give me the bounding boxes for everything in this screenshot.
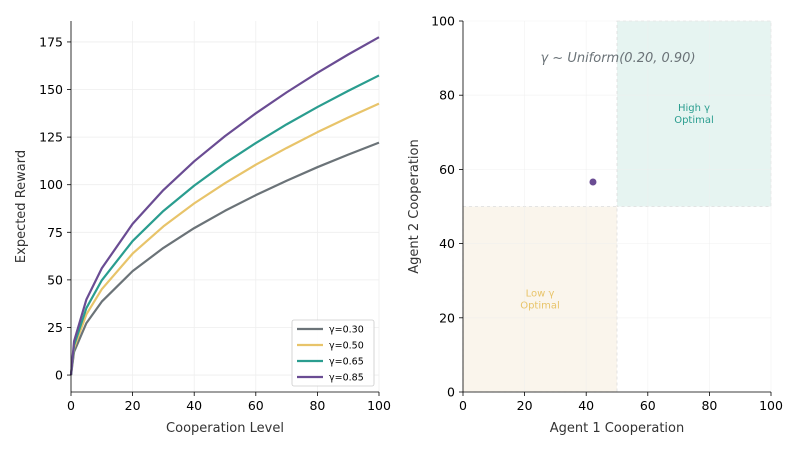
- cooperation-chart-y-label: Agent 2 Cooperation: [407, 139, 422, 273]
- reward-chart-legend: γ=0.30 γ=0.50 γ=0.65 γ=0.85: [291, 319, 375, 387]
- cooperation-chart-y-ticks: 0 20 40 60 80 100: [431, 14, 463, 400]
- legend-label: γ=0.65: [329, 357, 364, 368]
- y-tick-label: 100: [431, 14, 455, 29]
- x-tick-label: 60: [640, 398, 656, 413]
- region-rect: [616, 20, 772, 207]
- reward-chart-series: [69, 36, 380, 376]
- x-tick-label: 60: [248, 398, 264, 413]
- x-tick-label: 0: [459, 398, 467, 413]
- x-tick-label: 20: [517, 398, 533, 413]
- region-label: Low γ: [526, 288, 555, 299]
- region-rect: [462, 206, 618, 393]
- series-line: [69, 141, 380, 376]
- cooperation-chart-x-ticks: 0 20 40 60 80 100: [459, 392, 783, 413]
- y-tick-label: 60: [439, 162, 455, 177]
- series-line: [69, 74, 380, 376]
- y-tick-label: 50: [47, 272, 63, 287]
- region-label: High γ: [678, 103, 710, 114]
- y-tick-label: 20: [439, 310, 455, 325]
- x-tick-label: 40: [186, 398, 202, 413]
- x-tick-label: 0: [67, 398, 75, 413]
- x-tick-label: 100: [367, 398, 391, 413]
- reward-chart-x-label: Cooperation Level: [166, 421, 284, 436]
- reward-chart-x-ticks: 0 20 40 60 80 100: [67, 392, 391, 413]
- legend-label: γ=0.30: [329, 325, 364, 336]
- region-label: Optimal: [674, 115, 714, 126]
- reward-chart-grid: [70, 21, 380, 392]
- y-tick-label: 150: [39, 82, 63, 97]
- y-tick-label: 0: [55, 368, 63, 383]
- x-tick-label: 80: [701, 398, 717, 413]
- x-tick-label: 20: [125, 398, 141, 413]
- y-tick-label: 0: [447, 385, 455, 400]
- y-tick-label: 100: [39, 177, 63, 192]
- y-tick-label: 175: [39, 34, 63, 49]
- cooperation-chart-x-label: Agent 1 Cooperation: [550, 421, 684, 436]
- y-tick-label: 75: [47, 225, 63, 240]
- y-tick-label: 80: [439, 88, 455, 103]
- series-line: [69, 36, 380, 376]
- y-tick-label: 25: [47, 320, 63, 335]
- y-tick-label: 40: [439, 236, 455, 251]
- legend-label: γ=0.50: [329, 341, 364, 352]
- y-tick-label: 125: [39, 130, 63, 145]
- legend-frame: [291, 319, 375, 387]
- cooperation-chart-regions: [462, 20, 772, 393]
- cooperation-chart-annotation: γ ~ Uniform(0.20, 0.90): [540, 51, 695, 66]
- x-tick-label: 40: [578, 398, 594, 413]
- legend-label: γ=0.85: [329, 373, 364, 384]
- reward-chart-y-label: Expected Reward: [14, 150, 29, 263]
- x-tick-label: 100: [759, 398, 783, 413]
- cooperation-chart-points: [589, 178, 597, 186]
- region-label: Optimal: [520, 300, 560, 311]
- x-tick-label: 80: [309, 398, 325, 413]
- reward-chart-y-ticks: 0 25 50 75 100 125 150 175: [39, 34, 71, 383]
- series-line: [69, 102, 380, 376]
- reward-chart: 0 20 40 60 80 100 0 25 50 75 100 125 150 175 Coopera…: [14, 21, 391, 436]
- data-point: [589, 178, 597, 186]
